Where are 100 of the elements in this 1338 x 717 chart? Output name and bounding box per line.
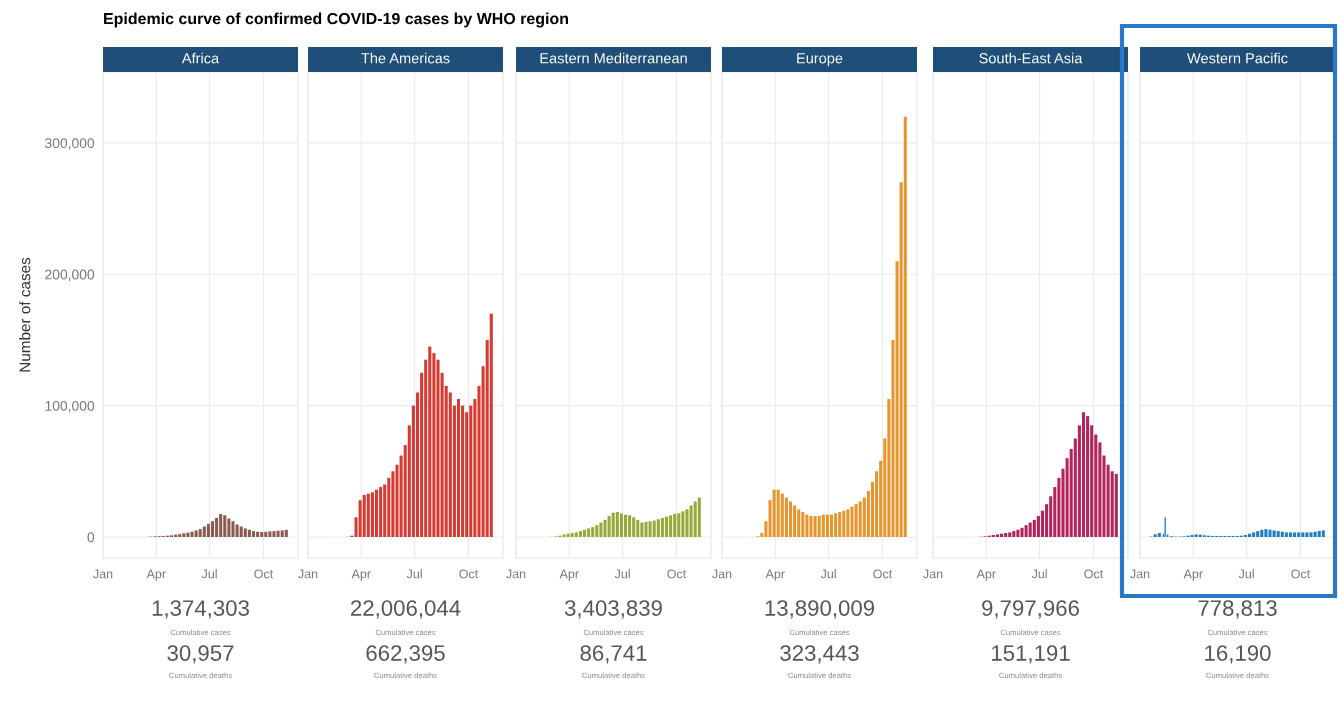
x-tick-label: Jan — [298, 569, 318, 579]
x-tick-label: Oct — [1084, 569, 1104, 579]
bar — [194, 530, 198, 537]
bar — [797, 509, 801, 537]
bar — [669, 515, 673, 537]
bar — [999, 533, 1004, 537]
bar — [231, 521, 235, 537]
bar — [1016, 529, 1020, 537]
text: 22,006,044 — [351, 600, 461, 619]
bar — [198, 529, 202, 537]
bar — [210, 521, 215, 537]
x-tick-label: Oct — [459, 569, 479, 579]
bar — [1157, 533, 1161, 537]
x-tick-label: Oct — [254, 569, 274, 579]
bar — [1020, 527, 1024, 537]
bar — [570, 533, 574, 537]
text: 323,443 — [780, 645, 859, 664]
bar — [677, 513, 681, 537]
bar — [1086, 416, 1090, 537]
bar — [673, 514, 677, 537]
x-tick-label: Jan — [506, 569, 526, 579]
bar — [1268, 529, 1272, 537]
bar — [850, 506, 854, 537]
x-tick-label: Apr — [1183, 569, 1203, 581]
bar — [235, 524, 239, 537]
bar — [1297, 532, 1301, 537]
bar — [239, 526, 243, 537]
text: 13,890,009 — [765, 600, 875, 619]
bar — [489, 313, 493, 537]
bar — [776, 489, 780, 537]
bar — [805, 514, 809, 537]
bar — [260, 531, 264, 537]
x-tick-label: Jul — [820, 569, 836, 579]
bar — [566, 533, 570, 537]
bar — [842, 510, 846, 537]
bar — [780, 493, 784, 537]
bar — [1008, 532, 1012, 537]
bar — [206, 523, 210, 537]
bar — [256, 531, 260, 537]
bar — [619, 513, 623, 537]
x-tick-label: Oct — [873, 569, 893, 579]
bar — [268, 531, 272, 537]
bar — [1276, 531, 1280, 537]
bar — [652, 520, 656, 537]
x-tick-label: Jul — [614, 569, 630, 579]
y-tick-label: 300,000 — [45, 138, 95, 150]
bar — [591, 527, 595, 537]
bar — [623, 514, 628, 537]
bar — [772, 489, 776, 537]
bar — [607, 515, 611, 537]
bar — [615, 512, 619, 537]
bar — [428, 346, 432, 537]
x-tick-label: Oct — [1291, 569, 1311, 579]
bar — [280, 530, 284, 537]
bar — [995, 534, 999, 537]
bar — [1305, 532, 1309, 537]
chart-subtitle: Europe — [797, 53, 843, 67]
x-tick-label: Jul — [201, 569, 217, 579]
text: 778,813 — [1198, 600, 1277, 619]
bar — [202, 526, 206, 537]
bar — [562, 534, 566, 537]
bar — [272, 531, 276, 537]
bar — [697, 497, 701, 537]
bar — [178, 534, 182, 537]
bar — [656, 519, 660, 537]
bar — [809, 515, 813, 537]
text: 662,395 — [366, 645, 445, 664]
bar — [264, 531, 268, 537]
bar — [1012, 531, 1016, 537]
bar — [636, 519, 640, 537]
bar — [788, 501, 793, 537]
bar — [1321, 530, 1325, 537]
bar — [247, 529, 251, 537]
bar — [603, 519, 607, 537]
text: 9,797,966 — [982, 600, 1079, 619]
x-tick-label: Apr — [765, 569, 785, 581]
chart-subtitle: South-East Asia — [979, 52, 1083, 64]
text: 86,741 — [580, 645, 647, 664]
text: 30,957 — [167, 645, 234, 664]
y-tick-label: 200,000 — [45, 269, 95, 282]
bar — [821, 514, 825, 537]
bar — [1114, 473, 1118, 537]
bar — [1293, 532, 1297, 537]
bar — [813, 515, 817, 537]
text: Epidemic curve of confirmed COVID-19 cases by WHO region — [104, 12, 568, 28]
bar — [370, 492, 374, 537]
bar — [1032, 519, 1036, 537]
x-tick-label: Apr — [146, 569, 166, 581]
text: 1,374,303 — [152, 600, 249, 619]
bar — [854, 504, 858, 537]
bar — [379, 487, 383, 537]
bar — [599, 522, 603, 537]
bar — [817, 515, 821, 537]
bar — [1256, 531, 1260, 537]
bar — [1317, 531, 1321, 537]
bar — [362, 494, 366, 537]
bar — [251, 531, 256, 537]
bar — [182, 533, 186, 537]
y-tick-label: 0 — [87, 532, 95, 543]
bar — [693, 501, 697, 537]
